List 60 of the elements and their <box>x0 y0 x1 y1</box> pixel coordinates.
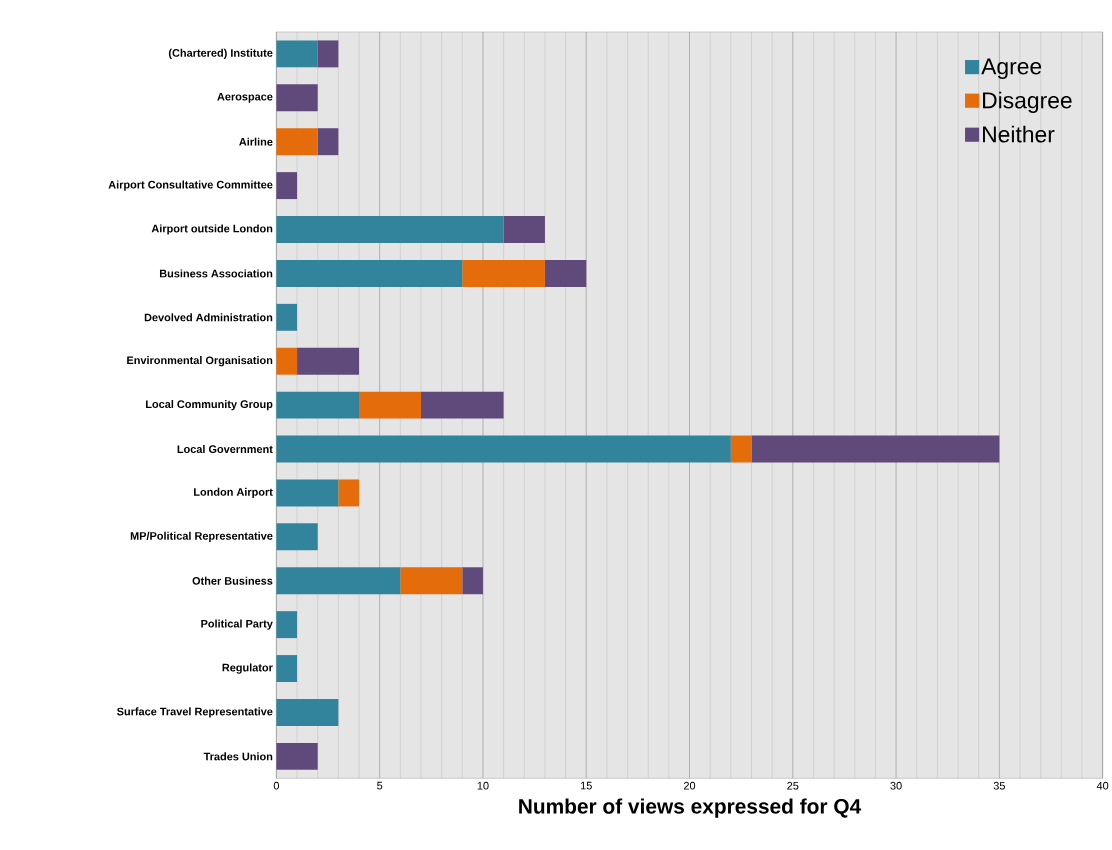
bar <box>276 40 318 68</box>
bar <box>420 391 504 419</box>
legend-label: Neither <box>983 125 1055 143</box>
bar <box>276 698 339 726</box>
bar <box>276 742 318 770</box>
bar <box>276 347 298 375</box>
y-tick-label: Political Party <box>201 619 273 630</box>
x-tick-label: 35 <box>993 781 1005 790</box>
bar <box>359 391 421 419</box>
y-tick-label: Airline <box>239 137 273 146</box>
bar <box>276 128 318 156</box>
bar <box>276 523 318 551</box>
bar <box>751 435 1000 463</box>
y-tick-label: Local Community Group <box>146 399 273 411</box>
y-tick-label: (Chartered) Institute <box>168 48 273 59</box>
bar <box>317 128 339 156</box>
bar <box>297 347 360 375</box>
y-tick-label: Devolved Administration <box>144 313 273 322</box>
bar <box>276 655 298 682</box>
y-tick-label: Aerospace <box>217 92 273 103</box>
y-tick-label: Local Government <box>177 444 273 453</box>
y-tick-label: Business Association <box>159 269 273 278</box>
bar <box>544 259 587 287</box>
bar <box>317 40 339 68</box>
bar <box>276 303 298 331</box>
bar <box>276 215 504 243</box>
y-tick-label: Regulator <box>222 663 273 674</box>
y-tick-label: Environmental Organisation <box>127 356 273 367</box>
bar <box>462 567 483 595</box>
y-tick-label: Other Business <box>192 576 273 585</box>
bar <box>276 84 318 112</box>
x-tick-label: 25 <box>787 781 799 790</box>
y-tick-label: Surface Travel Representative <box>116 707 273 718</box>
bar <box>276 611 298 639</box>
x-tick-label: 30 <box>890 781 902 790</box>
y-tick-label: Airport outside London <box>151 224 273 235</box>
y-tick-label: Airport Consultative Committee <box>108 180 273 191</box>
bar <box>730 435 752 463</box>
bar <box>462 259 545 287</box>
bar <box>338 479 360 507</box>
y-tick-label: MP/Political Representative <box>130 531 273 542</box>
bar <box>276 479 339 507</box>
bar <box>276 172 298 199</box>
x-tick-label: 10 <box>477 781 489 790</box>
bar <box>276 259 463 287</box>
x-tick-label: 15 <box>580 781 592 790</box>
bar <box>400 567 463 595</box>
x-tick-label: 0 <box>273 781 280 790</box>
y-tick-label: Trades Union <box>203 752 273 761</box>
bar <box>276 391 360 419</box>
x-axis-title: Number of views expressed for Q4 <box>519 798 862 818</box>
x-tick-label: 5 <box>377 781 383 790</box>
x-tick-label: 20 <box>683 781 696 790</box>
y-tick-label: London Airport <box>194 487 273 498</box>
bar <box>276 567 401 595</box>
legend-label: Disagree <box>983 91 1072 113</box>
bar <box>503 215 545 243</box>
bar <box>276 435 731 463</box>
legend-label: Agree <box>981 58 1042 79</box>
x-tick-label: 40 <box>1096 781 1109 790</box>
